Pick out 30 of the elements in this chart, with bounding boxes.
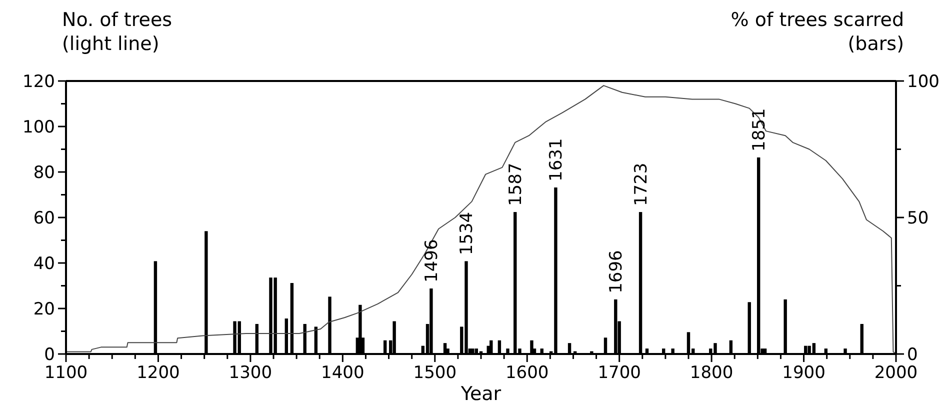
x-tick-label: 1800	[690, 363, 734, 383]
y-tick-label: 40	[33, 254, 55, 274]
annotation: 1851	[750, 108, 770, 152]
y2-tick-label: 50	[907, 208, 929, 228]
y-tick-label: 0	[44, 345, 55, 365]
annotation: 1534	[457, 212, 478, 256]
y2-tick-label: 0	[907, 345, 918, 365]
x-tick-label: 1400	[321, 363, 364, 383]
x-tick-label: 1700	[598, 363, 641, 383]
x-tick-label: 2000	[874, 363, 918, 383]
annotation: 1587	[506, 162, 526, 206]
annotation: 1631	[546, 138, 567, 182]
annotation: 1696	[606, 250, 627, 294]
y-axis-title: No. of trees (light line)	[62, 9, 172, 55]
x-tick-label: 1500	[413, 363, 457, 383]
x-tick-label: 1100	[44, 363, 88, 383]
annotation: 1723	[632, 162, 652, 206]
y-tick-label: 120	[22, 72, 55, 92]
x-tick-label: 1900	[782, 363, 826, 383]
x-tick-label: 1600	[505, 363, 549, 383]
x-axis-title: Year	[460, 383, 502, 405]
annotation: 1496	[422, 239, 442, 282]
y-tick-label: 80	[33, 163, 55, 183]
x-tick-label: 1300	[228, 363, 272, 383]
y-tick-label: 60	[33, 208, 55, 228]
y2-axis-title: % of trees scarred (bars)	[730, 9, 904, 55]
x-tick-label: 1200	[136, 363, 180, 383]
y-tick-label: 20	[33, 300, 55, 320]
y2-tick-label: 100	[907, 72, 940, 92]
y-tick-label: 100	[22, 118, 55, 138]
